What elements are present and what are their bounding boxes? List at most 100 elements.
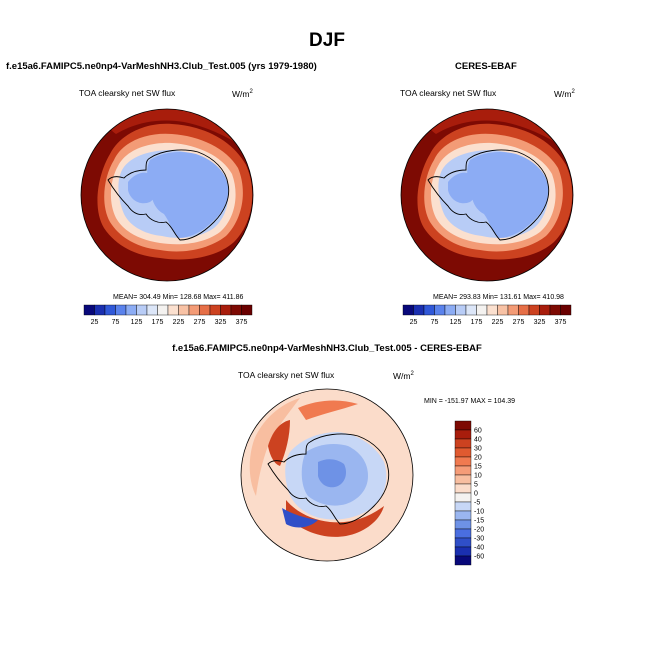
diff-colorbar-tick-label: 0 bbox=[474, 491, 478, 498]
obs-colorbar-box bbox=[486, 304, 498, 316]
model-map-band-north bbox=[109, 109, 246, 150]
diff-map-border bbox=[240, 388, 414, 562]
diff-map-coastline bbox=[267, 433, 390, 525]
diff-map-positive-north bbox=[298, 400, 358, 420]
model-colorbar-box bbox=[241, 304, 253, 316]
diff-colorbar-tick-label: -5 bbox=[474, 500, 480, 507]
diff-colorbar-box bbox=[454, 537, 472, 548]
obs-colorbar-box bbox=[476, 304, 488, 316]
obs-colorbar-tick-label: 325 bbox=[534, 319, 546, 326]
obs-colorbar-box bbox=[539, 304, 551, 316]
model-colorbar-box bbox=[136, 304, 148, 316]
obs-colorbar-tick-label: 175 bbox=[471, 319, 483, 326]
obs-map-band-north bbox=[429, 109, 566, 150]
obs-units: W/m2 bbox=[554, 89, 575, 99]
model-map-interior bbox=[147, 152, 229, 238]
model-colorbar-box bbox=[157, 304, 169, 316]
model-colorbar-box bbox=[209, 304, 221, 316]
diff-map-negative-coast bbox=[282, 508, 318, 528]
diff-colorbar-tick-label: -40 bbox=[474, 545, 484, 552]
diff-colorbar-box bbox=[454, 510, 472, 521]
diff-map-strong-positive-west bbox=[268, 420, 290, 466]
diff-colorbar-tick-label: -15 bbox=[474, 518, 484, 525]
diff-colorbar-tick-label: 30 bbox=[474, 446, 482, 453]
model-colorbar-box bbox=[115, 304, 127, 316]
diff-colorbar-box bbox=[454, 501, 472, 512]
model-colorbar-tick-label: 375 bbox=[236, 319, 248, 326]
model-colorbar-tick-label: 25 bbox=[91, 319, 99, 326]
diff-colorbar: 60 40 30 20 15 10 5 0 -5 -10 -15 -20 -30 -40 -60 bbox=[454, 420, 484, 566]
diff-colorbar-tick-label: -30 bbox=[474, 536, 484, 543]
model-colorbar-box bbox=[199, 304, 211, 316]
obs-colorbar-tick-label: 275 bbox=[513, 319, 525, 326]
model-colorbar-box bbox=[146, 304, 158, 316]
model-colorbar-tick-label: 325 bbox=[215, 319, 227, 326]
diff-colorbar-tick-label: -10 bbox=[474, 509, 484, 516]
diff-colorbar-tick-label: 20 bbox=[474, 455, 482, 462]
model-map-peninsula-ice bbox=[128, 172, 158, 204]
model-colorbar-box bbox=[220, 304, 232, 316]
diff-subtitle: TOA clearsky net SW flux bbox=[238, 370, 335, 380]
obs-map-interior bbox=[467, 152, 549, 238]
diff-colorbar-box bbox=[454, 465, 472, 476]
obs-stats: MEAN= 293.83 Min= 131.61 Max= 410.98 bbox=[433, 294, 564, 301]
diff-colorbar-tick-label: 5 bbox=[474, 482, 478, 489]
obs-colorbar-tick-label: 225 bbox=[492, 319, 504, 326]
figure-title: DJF bbox=[309, 30, 345, 51]
obs-colorbar-tick-label: 75 bbox=[431, 319, 439, 326]
model-colorbar-box bbox=[125, 304, 137, 316]
obs-map-coastline bbox=[427, 149, 550, 241]
obs-colorbar-box bbox=[423, 304, 435, 316]
obs-colorbar-box bbox=[434, 304, 446, 316]
model-subtitle: TOA clearsky net SW flux bbox=[79, 88, 176, 98]
model-map-border bbox=[80, 108, 254, 282]
model-colorbar-tick-label: 275 bbox=[194, 319, 206, 326]
model-map-coastline bbox=[107, 149, 230, 241]
obs-colorbar-tick-label: 25 bbox=[410, 319, 418, 326]
model-units: W/m2 bbox=[232, 89, 253, 99]
obs-colorbar-tick-label: 375 bbox=[555, 319, 567, 326]
obs-panel-heading: CERES-EBAF bbox=[455, 61, 517, 72]
model-panel-heading: f.e15a6.FAMIPC5.ne0np4-VarMeshNH3.Club_T… bbox=[6, 61, 317, 72]
diff-colorbar-box bbox=[454, 438, 472, 449]
diff-colorbar-box bbox=[454, 429, 472, 440]
diff-colorbar-tick-label: 10 bbox=[474, 473, 482, 480]
model-colorbar-box bbox=[178, 304, 190, 316]
diff-colorbar-box bbox=[454, 447, 472, 458]
diff-map-positive-west bbox=[249, 398, 300, 496]
diff-units: W/m2 bbox=[393, 371, 414, 381]
obs-colorbar-box bbox=[413, 304, 425, 316]
model-colorbar-tick-label: 125 bbox=[131, 319, 143, 326]
diff-colorbar-tick-label: -60 bbox=[474, 554, 484, 561]
obs-colorbar-box bbox=[444, 304, 456, 316]
obs-colorbar-box bbox=[507, 304, 519, 316]
obs-colorbar-box bbox=[465, 304, 477, 316]
obs-map-peninsula-ice bbox=[448, 172, 478, 204]
model-colorbar-box bbox=[83, 304, 95, 316]
model-colorbar-box bbox=[94, 304, 106, 316]
obs-colorbar-box bbox=[455, 304, 467, 316]
diff-colorbar-box bbox=[454, 555, 472, 566]
obs-map-border bbox=[400, 108, 574, 282]
diff-colorbar-tick-label: 15 bbox=[474, 464, 482, 471]
diff-map-strong-negative bbox=[318, 459, 346, 488]
diff-colorbar-box bbox=[454, 546, 472, 557]
model-colorbar-box bbox=[188, 304, 200, 316]
diff-colorbar-box bbox=[454, 519, 472, 530]
diff-colorbar-box bbox=[454, 483, 472, 494]
model-colorbar-tick-label: 175 bbox=[152, 319, 164, 326]
obs-colorbar-box bbox=[549, 304, 561, 316]
diff-stats: MIN = -151.97 MAX = 104.39 bbox=[424, 398, 516, 405]
obs-colorbar-box bbox=[560, 304, 572, 316]
model-colorbar-box bbox=[167, 304, 179, 316]
diff-colorbar-box bbox=[454, 492, 472, 503]
diff-colorbar-box bbox=[454, 474, 472, 485]
model-colorbar-tick-label: 225 bbox=[173, 319, 185, 326]
model-stats: MEAN= 304.49 Min= 128.68 Max= 411.86 bbox=[113, 294, 244, 301]
model-colorbar-box bbox=[104, 304, 116, 316]
obs-colorbar: 25 75 125 175 225 275 325 375 bbox=[402, 304, 572, 326]
diff-colorbar-tick-label: 40 bbox=[474, 437, 482, 444]
obs-colorbar-box bbox=[497, 304, 509, 316]
diff-colorbar-box bbox=[454, 420, 472, 431]
